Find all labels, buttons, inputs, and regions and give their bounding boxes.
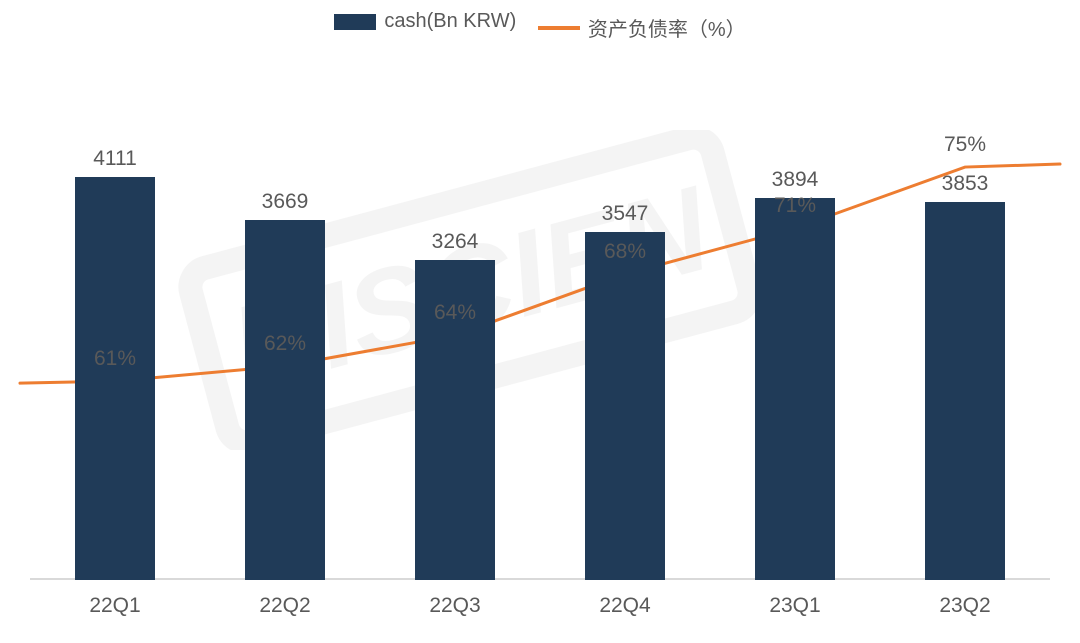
x-axis-label: 22Q3 bbox=[395, 594, 515, 618]
x-axis-label: 22Q4 bbox=[565, 594, 685, 618]
line-value-label: 61% bbox=[55, 347, 175, 371]
line-value-label: 75% bbox=[905, 133, 1025, 157]
bar-value-label: 3894 bbox=[735, 168, 855, 192]
bar bbox=[75, 177, 155, 580]
bar-value-label: 3853 bbox=[905, 172, 1025, 196]
line-value-label: 64% bbox=[395, 301, 515, 325]
line-value-label: 71% bbox=[735, 194, 855, 218]
line-value-label: 62% bbox=[225, 332, 345, 356]
legend-bar-swatch bbox=[334, 14, 376, 30]
legend-item-line: 资产负债率（%） bbox=[538, 13, 746, 42]
x-axis-label: 23Q2 bbox=[905, 594, 1025, 618]
x-axis-label: 22Q1 bbox=[55, 594, 175, 618]
bar bbox=[755, 198, 835, 580]
line-series bbox=[30, 60, 1050, 580]
bar bbox=[925, 202, 1005, 580]
x-axis-label: 22Q2 bbox=[225, 594, 345, 618]
trend-line bbox=[20, 164, 1060, 383]
x-axis-label: 23Q1 bbox=[735, 594, 855, 618]
bar bbox=[585, 232, 665, 580]
bar-value-label: 3669 bbox=[225, 190, 345, 214]
bar-value-label: 3264 bbox=[395, 230, 515, 254]
line-value-label: 68% bbox=[565, 240, 685, 264]
bar-value-label: 4111 bbox=[55, 147, 175, 171]
x-axis-labels: 22Q1 22Q2 22Q3 22Q4 23Q1 23Q2 bbox=[30, 588, 1050, 628]
legend-line-swatch bbox=[538, 26, 580, 30]
legend-line-label: 资产负债率（%） bbox=[588, 13, 746, 42]
legend-bar-label: cash(Bn KRW) bbox=[384, 10, 516, 33]
combo-chart: cash(Bn KRW) 资产负债率（%） DISCIEN 4111366932… bbox=[0, 0, 1080, 643]
legend-item-bar: cash(Bn KRW) bbox=[334, 10, 516, 33]
bar bbox=[245, 220, 325, 580]
legend: cash(Bn KRW) 资产负债率（%） bbox=[0, 10, 1080, 42]
bar-value-label: 3547 bbox=[565, 202, 685, 226]
plot-area: 4111 3669 3264 3547 3894 3853 61% 62% 64% 68% 71% 7… bbox=[30, 60, 1050, 580]
